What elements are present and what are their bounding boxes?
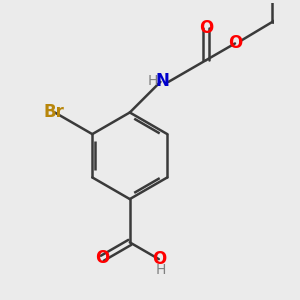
Text: H: H bbox=[148, 74, 158, 88]
Text: H: H bbox=[155, 262, 166, 277]
Text: N: N bbox=[155, 72, 169, 90]
Text: O: O bbox=[199, 20, 213, 38]
Text: O: O bbox=[95, 249, 109, 267]
Text: O: O bbox=[228, 34, 242, 52]
Text: O: O bbox=[152, 250, 166, 268]
Text: Br: Br bbox=[44, 103, 65, 122]
